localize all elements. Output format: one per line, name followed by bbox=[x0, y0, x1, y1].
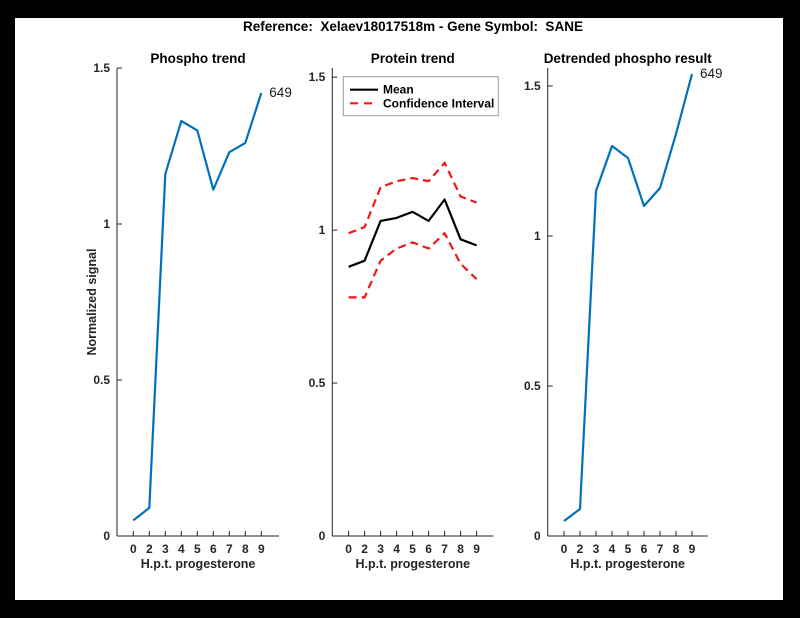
y-tick-label: 1.5 bbox=[524, 79, 541, 93]
x-tick-label: 3 bbox=[377, 542, 384, 556]
x-tick-label: 0 bbox=[561, 542, 568, 556]
series-confidence-interval-lower bbox=[348, 232, 478, 299]
legend-box bbox=[342, 76, 499, 117]
y-tick-label: 1 bbox=[103, 217, 110, 231]
point-annotation: 649 bbox=[700, 66, 723, 81]
y-tick-label: 1 bbox=[534, 229, 541, 243]
y-tick-label: 1.5 bbox=[309, 70, 326, 84]
subplot-3-title: Detrended phospho result bbox=[544, 51, 713, 66]
x-tick-label: 0 bbox=[130, 542, 137, 556]
x-tick-label: 7 bbox=[226, 542, 233, 556]
x-tick-label: 5 bbox=[625, 542, 632, 556]
x-tick-label: 5 bbox=[409, 542, 416, 556]
y-tick-label: 0.5 bbox=[524, 379, 541, 393]
x-tick-label: 4 bbox=[178, 542, 185, 556]
y-tick-label: 1 bbox=[319, 223, 326, 237]
subplot-1-xlabel: H.p.t. progesterone bbox=[141, 557, 256, 571]
subplot-1-ylabel: Normalized signal bbox=[85, 249, 99, 356]
x-tick-label: 6 bbox=[641, 542, 648, 556]
y-tick-label: 0 bbox=[319, 529, 326, 543]
point-annotation: 649 bbox=[269, 85, 292, 100]
y-tick-label: 0.5 bbox=[93, 373, 110, 387]
series-mean bbox=[348, 198, 477, 268]
x-tick-label: 6 bbox=[425, 542, 432, 556]
subplot-3-xlabel: H.p.t. progesterone bbox=[570, 557, 685, 571]
figure-title: Reference: Xelaev18017518m - Gene Symbol… bbox=[243, 19, 583, 34]
subplot-2-xlabel: H.p.t. progesterone bbox=[356, 557, 471, 571]
x-tick-label: 3 bbox=[593, 542, 600, 556]
subplot-2-title: Protein trend bbox=[371, 51, 455, 66]
y-tick-label: 1.5 bbox=[93, 61, 110, 75]
legend-entry-label: Confidence Interval bbox=[383, 96, 494, 110]
x-tick-label: 2 bbox=[361, 542, 368, 556]
x-tick-label: 6 bbox=[210, 542, 217, 556]
x-tick-label: 9 bbox=[473, 542, 480, 556]
y-tick-label: 0 bbox=[103, 529, 110, 543]
series-phospho-signal bbox=[132, 92, 263, 522]
x-tick-label: 0 bbox=[345, 542, 352, 556]
x-tick-label: 7 bbox=[441, 542, 448, 556]
x-tick-label: 2 bbox=[577, 542, 584, 556]
x-tick-label: 2 bbox=[146, 542, 153, 556]
x-tick-label: 3 bbox=[162, 542, 169, 556]
x-tick-label: 8 bbox=[673, 542, 680, 556]
legend-entry-label: Mean bbox=[383, 83, 414, 97]
x-tick-label: 7 bbox=[657, 542, 664, 556]
x-tick-label: 9 bbox=[689, 542, 696, 556]
x-tick-label: 9 bbox=[258, 542, 265, 556]
series-detrended-phospho-signal bbox=[563, 73, 694, 522]
x-tick-label: 4 bbox=[393, 542, 400, 556]
subplot-1-title: Phospho trend bbox=[150, 51, 245, 66]
y-tick-label: 0 bbox=[534, 529, 541, 543]
series-confidence-interval-upper bbox=[348, 161, 477, 235]
y-tick-label: 0.5 bbox=[309, 376, 326, 390]
x-tick-label: 8 bbox=[457, 542, 464, 556]
x-tick-label: 5 bbox=[194, 542, 201, 556]
x-tick-label: 4 bbox=[609, 542, 616, 556]
x-tick-label: 8 bbox=[242, 542, 249, 556]
